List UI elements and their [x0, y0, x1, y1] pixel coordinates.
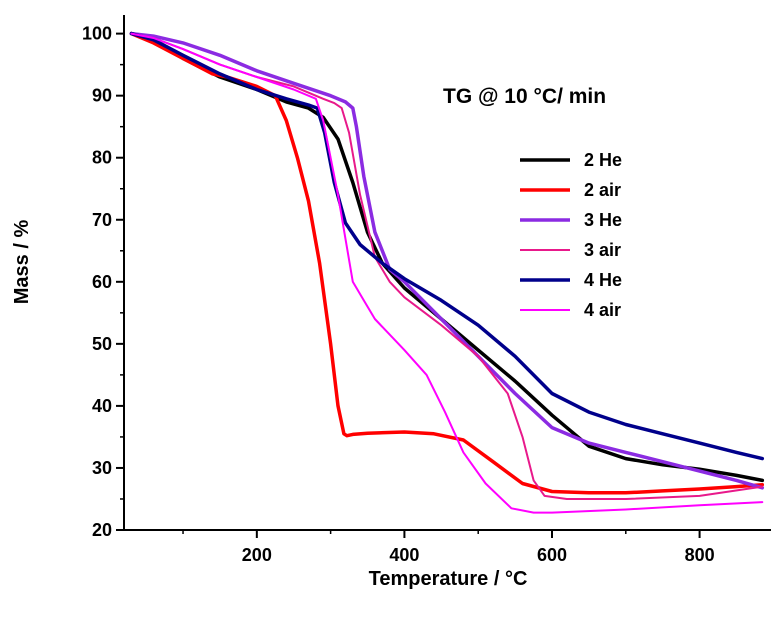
legend-label-0: 2 He [584, 150, 622, 170]
x-tick-label: 800 [685, 545, 715, 565]
y-axis-title: Mass / % [11, 220, 33, 305]
legend: 2 He 2 air 3 He 3 air 4 He 4 air [520, 150, 622, 320]
legend-label-1: 2 air [584, 180, 621, 200]
y-tick-label: 80 [92, 148, 112, 168]
x-tick-label: 200 [242, 545, 272, 565]
series-line-1 [129, 31, 765, 495]
plot-lines [129, 31, 765, 514]
legend-label-5: 4 air [584, 300, 621, 320]
y-tick-label: 60 [92, 272, 112, 292]
legend-label-3: 3 air [584, 240, 621, 260]
x-tick-label: 600 [537, 545, 567, 565]
legend-label-4: 4 He [584, 270, 622, 290]
x-axis-title: Temperature / °C [369, 568, 528, 590]
y-tick-label: 50 [92, 334, 112, 354]
y-tick-label: 20 [92, 520, 112, 540]
y-tick-label: 100 [82, 24, 112, 44]
series-line-2 [129, 31, 765, 490]
series-line-4 [129, 31, 765, 461]
y-tick-label: 30 [92, 458, 112, 478]
x-tick-label: 400 [389, 545, 419, 565]
axes [123, 15, 771, 531]
y-tick-label: 90 [92, 86, 112, 106]
chart-annotation: TG @ 10 °C/ min [443, 85, 606, 108]
series-line-5 [130, 32, 764, 514]
y-ticks: 20 30 40 50 60 70 80 90 100 [82, 24, 124, 540]
x-ticks: 200 400 600 800 [182, 530, 715, 565]
legend-label-2: 3 He [584, 210, 622, 230]
y-tick-label: 70 [92, 210, 112, 230]
y-tick-label: 40 [92, 396, 112, 416]
